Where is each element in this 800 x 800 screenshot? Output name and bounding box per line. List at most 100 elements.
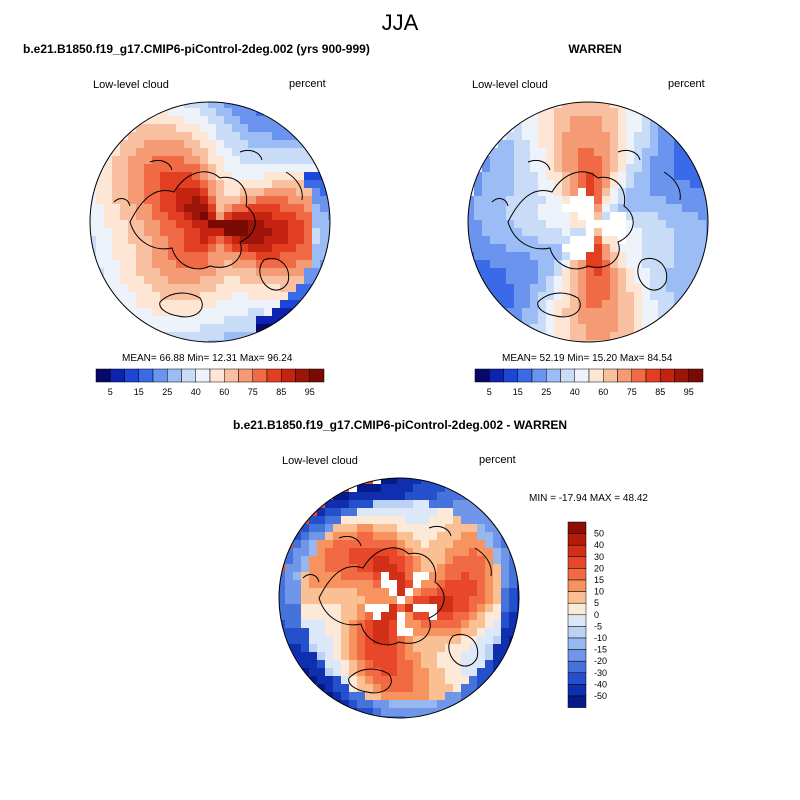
panel1-title: b.e21.B1850.f19_g17.CMIP6-piControl-2deg…	[23, 42, 370, 56]
field-cell	[429, 620, 437, 628]
field-cell	[453, 676, 461, 684]
field-cell	[365, 532, 373, 540]
field-cell	[264, 188, 272, 196]
colorbar-tick-label: 25	[541, 387, 551, 397]
field-cell	[104, 188, 112, 196]
field-cell	[482, 204, 490, 212]
field-cell	[429, 588, 437, 596]
field-cell	[248, 284, 256, 292]
field-cell	[618, 140, 626, 148]
field-cell	[461, 612, 469, 620]
field-cell	[373, 700, 381, 708]
field-cell	[530, 196, 538, 204]
field-cell	[522, 124, 530, 132]
field-cell	[562, 204, 570, 212]
field-cell	[184, 244, 192, 252]
field-cell	[328, 212, 330, 220]
field-cell	[288, 124, 296, 132]
field-cell	[341, 652, 349, 660]
field-cell	[594, 252, 602, 260]
field-cell	[674, 172, 682, 180]
field-cell	[224, 102, 232, 108]
field-cell	[152, 196, 160, 204]
field-cell	[610, 292, 618, 300]
field-cell	[405, 636, 413, 644]
field-cell	[389, 484, 397, 492]
field-cell	[192, 228, 200, 236]
field-cell	[666, 220, 674, 228]
field-cell	[445, 692, 453, 700]
field-cell	[514, 276, 522, 284]
field-cell	[317, 516, 325, 524]
field-cell	[482, 268, 490, 276]
field-cell	[152, 300, 160, 308]
field-cell	[650, 148, 658, 156]
field-cell	[482, 180, 490, 188]
field-cell	[381, 556, 389, 564]
field-cell	[232, 196, 240, 204]
field-cell	[506, 140, 514, 148]
field-cell	[256, 164, 264, 172]
field-cell	[357, 540, 365, 548]
field-cell	[626, 140, 634, 148]
field-cell	[160, 228, 168, 236]
field-cell	[642, 244, 650, 252]
field-cell	[224, 324, 232, 332]
colorbar-tick-label: 75	[627, 387, 637, 397]
field-cell	[216, 276, 224, 284]
field-cell	[240, 164, 248, 172]
field-cell	[666, 196, 674, 204]
field-cell	[309, 580, 317, 588]
field-cell	[610, 212, 618, 220]
field-cell	[240, 324, 248, 332]
field-cell	[224, 292, 232, 300]
field-cell	[517, 628, 519, 636]
field-cell	[437, 580, 445, 588]
field-cell	[341, 588, 349, 596]
field-cell	[413, 588, 421, 596]
field-cell	[232, 188, 240, 196]
field-cell	[429, 484, 437, 492]
field-cell	[112, 220, 120, 228]
field-cell	[445, 660, 453, 668]
field-cell	[554, 148, 562, 156]
field-cell	[389, 652, 397, 660]
field-cell	[309, 652, 317, 660]
field-cell	[325, 572, 333, 580]
field-cell	[349, 556, 357, 564]
field-cell	[594, 196, 602, 204]
field-cell	[429, 668, 437, 676]
field-cell	[602, 102, 610, 108]
field-cell	[514, 204, 522, 212]
field-cell	[136, 204, 144, 212]
field-cell	[594, 180, 602, 188]
field-cell	[168, 284, 176, 292]
field-cell	[618, 148, 626, 156]
field-cell	[176, 292, 184, 300]
field-cell	[280, 268, 288, 276]
field-cell	[224, 300, 232, 308]
field-cell	[104, 276, 112, 284]
field-cell	[208, 228, 216, 236]
field-cell	[429, 636, 437, 644]
field-cell	[296, 244, 304, 252]
field-cell	[690, 212, 698, 220]
field-cell	[474, 220, 482, 228]
field-cell	[301, 580, 309, 588]
field-cell	[328, 188, 330, 196]
field-cell	[256, 132, 264, 140]
colorbar-swatch	[124, 368, 139, 383]
field-cell	[618, 324, 626, 332]
field-cell	[90, 220, 96, 228]
field-cell	[490, 276, 498, 284]
field-cell	[562, 260, 570, 268]
field-cell	[128, 236, 136, 244]
field-cell	[280, 140, 288, 148]
field-cell	[120, 252, 128, 260]
field-cell	[112, 252, 120, 260]
field-cell	[618, 124, 626, 132]
field-cell	[144, 124, 152, 132]
colorbar-swatch	[567, 544, 587, 558]
field-cell	[674, 292, 682, 300]
field-cell	[293, 564, 301, 572]
